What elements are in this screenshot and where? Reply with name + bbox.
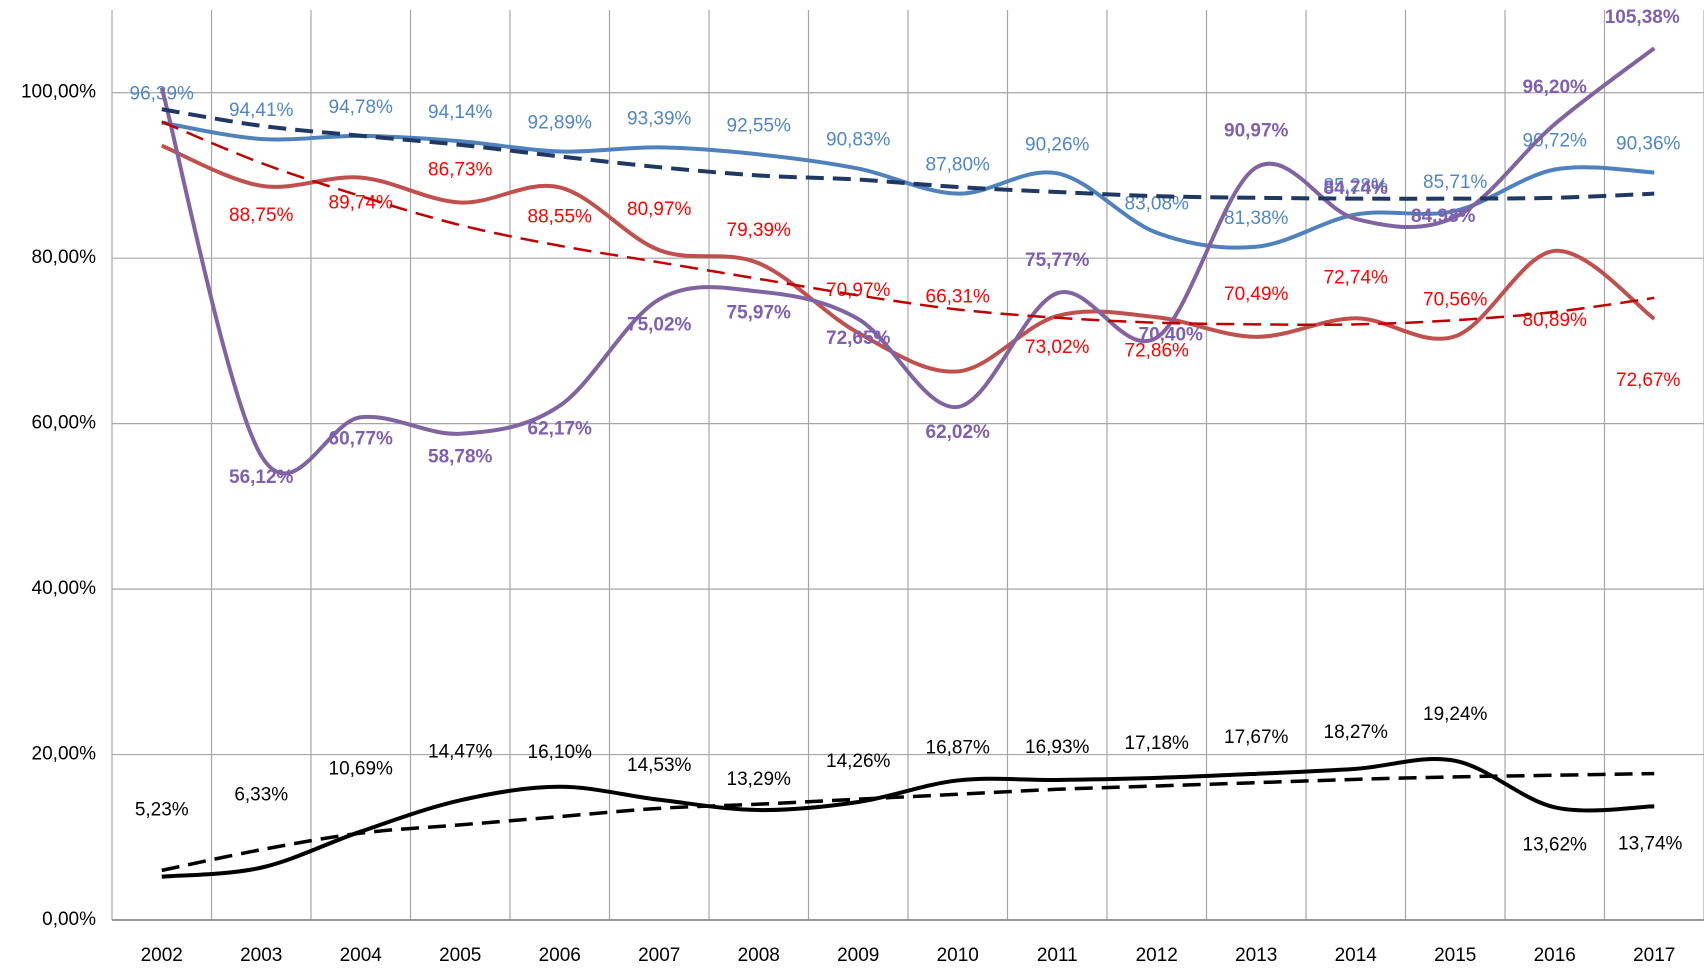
data-label: 81,38%	[1224, 208, 1289, 229]
data-label: 72,74%	[1324, 267, 1389, 288]
y-tick-label: 80,00%	[32, 247, 97, 268]
x-tick-label: 2005	[439, 945, 481, 966]
data-label: 105,38%	[1605, 7, 1680, 28]
x-tick-label: 2007	[638, 945, 680, 966]
data-label: 73,02%	[1025, 337, 1090, 358]
data-label: 70,49%	[1224, 284, 1289, 305]
data-label: 94,14%	[428, 102, 493, 123]
data-label: 72,65%	[826, 328, 891, 349]
trend-line	[161, 120, 1655, 326]
data-label: 18,27%	[1324, 722, 1389, 743]
data-label: 86,73%	[428, 160, 493, 181]
trend-line	[161, 771, 1655, 873]
data-label: 75,02%	[627, 314, 692, 335]
data-label: 14,53%	[627, 755, 692, 776]
data-label: 14,26%	[826, 751, 891, 772]
data-label: 66,31%	[926, 286, 991, 307]
data-label: 16,93%	[1025, 737, 1090, 758]
y-tick-label: 60,00%	[32, 413, 97, 434]
data-label: 19,24%	[1423, 704, 1488, 725]
data-label: 90,26%	[1025, 134, 1090, 155]
data-label: 14,47%	[428, 741, 493, 762]
trend-line	[161, 107, 1655, 201]
data-label: 87,80%	[926, 155, 991, 176]
x-tick-label: 2017	[1633, 945, 1675, 966]
data-label: 84,74%	[1324, 178, 1389, 199]
x-tick-label: 2004	[340, 945, 383, 966]
x-tick-label: 2009	[837, 945, 879, 966]
data-label: 17,67%	[1224, 727, 1289, 748]
data-label: 17,18%	[1125, 733, 1190, 754]
data-label: 88,75%	[229, 205, 294, 226]
x-tick-label: 2014	[1335, 945, 1378, 966]
data-label: 92,89%	[528, 113, 593, 134]
data-label: 16,87%	[926, 737, 991, 758]
x-tick-label: 2002	[141, 945, 183, 966]
data-label: 72,86%	[1125, 340, 1190, 361]
data-label: 16,10%	[528, 742, 593, 763]
data-label: 92,55%	[727, 115, 792, 136]
data-label: 94,78%	[329, 97, 394, 118]
data-label: 88,55%	[528, 206, 593, 227]
data-label: 90,36%	[1616, 133, 1681, 154]
data-label: 89,74%	[329, 193, 394, 214]
data-label: 84,98%	[1411, 206, 1476, 227]
y-tick-label: 20,00%	[32, 744, 97, 765]
data-label: 6,33%	[234, 785, 288, 806]
x-tick-label: 2016	[1534, 945, 1576, 966]
data-label: 80,97%	[627, 199, 692, 220]
data-label: 58,78%	[428, 447, 493, 468]
data-label: 72,67%	[1616, 370, 1681, 391]
data-label: 13,74%	[1618, 833, 1683, 854]
line	[159, 46, 1656, 476]
x-tick-label: 2015	[1434, 945, 1476, 966]
data-label: 5,23%	[135, 800, 189, 821]
data-label: 96,20%	[1523, 77, 1588, 98]
data-label: 75,97%	[727, 303, 792, 324]
data-label: 90,72%	[1523, 131, 1588, 152]
x-tick-label: 2011	[1037, 945, 1078, 966]
data-label: 56,12%	[229, 467, 294, 488]
data-label: 79,39%	[727, 220, 792, 241]
data-label: 85,71%	[1423, 172, 1488, 193]
data-label: 10,69%	[329, 759, 394, 780]
line	[160, 143, 1656, 374]
data-label: 60,77%	[329, 428, 394, 449]
data-label: 75,77%	[1025, 250, 1090, 271]
data-label: 90,97%	[1224, 120, 1289, 141]
data-label: 93,39%	[627, 108, 692, 129]
x-tick-label: 2003	[240, 945, 282, 966]
data-label: 80,89%	[1523, 310, 1588, 331]
data-label: 62,02%	[926, 422, 991, 443]
data-label: 85,28%	[1324, 176, 1389, 197]
x-tick-label: 2013	[1235, 945, 1277, 966]
data-label: 62,17%	[528, 419, 593, 440]
data-label: 90,83%	[826, 130, 891, 151]
x-tick-label: 2006	[539, 945, 581, 966]
x-tick-label: 2008	[738, 945, 780, 966]
data-label: 13,62%	[1523, 834, 1588, 855]
data-label: 70,97%	[826, 280, 891, 301]
data-label: 70,40%	[1139, 325, 1204, 346]
x-tick-label: 2010	[937, 945, 979, 966]
data-label: 13,29%	[727, 769, 792, 790]
data-label: 94,41%	[229, 100, 294, 121]
y-tick-label: 0,00%	[42, 909, 96, 930]
y-tick-label: 100,00%	[21, 82, 96, 103]
y-tick-label: 40,00%	[32, 578, 97, 599]
data-label: 70,56%	[1423, 289, 1488, 310]
line	[161, 757, 1655, 879]
line	[161, 120, 1655, 250]
data-label: 83,08%	[1125, 194, 1190, 215]
x-tick-label: 2012	[1136, 945, 1178, 966]
